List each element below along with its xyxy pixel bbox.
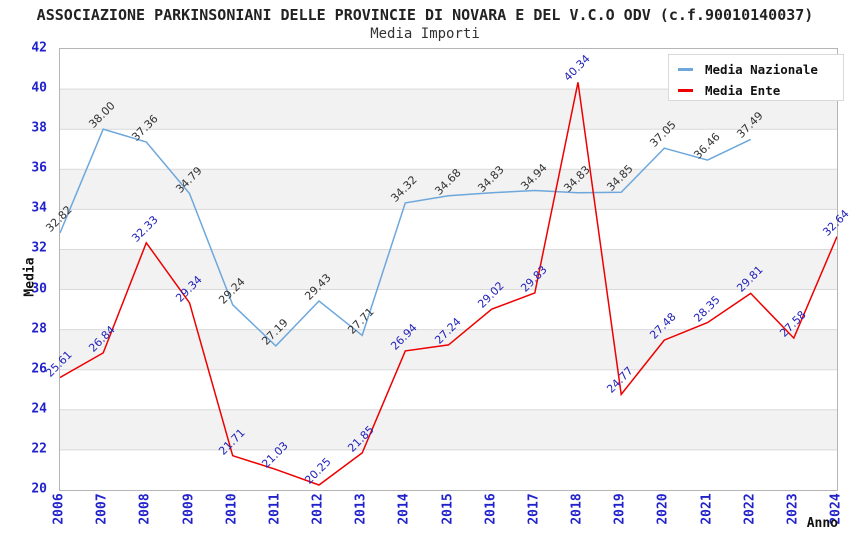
band — [60, 249, 837, 290]
x-tick-label: 2007 — [94, 493, 110, 525]
x-tick-label: 2017 — [526, 493, 542, 525]
x-tick-label: 2018 — [569, 493, 585, 525]
legend: Media Nazionale Media Ente — [668, 54, 844, 101]
y-tick-label: 38 — [31, 120, 47, 136]
x-tick-label: 2014 — [396, 493, 412, 525]
legend-swatch-media-nazionale-icon — [678, 67, 693, 71]
x-tick-label: 2012 — [310, 493, 326, 525]
x-tick-label: 2019 — [612, 493, 628, 525]
chart-title: ASSOCIAZIONE PARKINSONIANI DELLE PROVINC… — [36, 6, 814, 24]
x-tick-label: 2009 — [181, 493, 196, 525]
y-tick-label: 32 — [31, 240, 47, 256]
y-tick-label: 26 — [31, 361, 47, 377]
x-tick-label: 2016 — [483, 493, 499, 525]
plot-area — [59, 48, 838, 491]
x-tick-label: 2006 — [51, 493, 67, 525]
x-tick-label: 2020 — [655, 493, 671, 525]
series-line-1 — [60, 82, 837, 486]
legend-label: Media Nazionale — [705, 61, 818, 77]
y-tick-label: 40 — [31, 80, 47, 96]
x-tick-label: 2015 — [440, 493, 455, 525]
y-tick-label: 22 — [31, 441, 47, 457]
x-tick-label: 2022 — [742, 493, 758, 525]
y-tick-label: 34 — [31, 200, 47, 216]
chart-subtitle: Media Importi — [370, 26, 480, 42]
x-tick-label: 2010 — [224, 493, 240, 525]
x-axis-title: Anno — [806, 516, 838, 531]
y-tick-label: 20 — [31, 481, 47, 497]
y-tick-label: 30 — [31, 281, 47, 297]
x-tick-label: 2023 — [785, 493, 801, 525]
legend-label: Media Ente — [705, 82, 781, 98]
x-tick-label: 2008 — [137, 493, 153, 525]
band — [60, 169, 837, 210]
series-line-0 — [60, 128, 752, 347]
legend-item-media-ente: Media Ente — [678, 82, 843, 98]
y-axis-title: Media — [22, 257, 38, 297]
x-tick-label: 2013 — [353, 493, 369, 525]
y-tick-label: 28 — [31, 321, 47, 337]
legend-item-media-nazionale: Media Nazionale — [678, 61, 843, 77]
x-tick-label: 2021 — [699, 493, 714, 525]
y-tick-label: 42 — [31, 40, 47, 56]
x-tick-label: 2011 — [267, 493, 283, 525]
legend-swatch-media-ente-icon — [678, 88, 693, 92]
plot-canvas — [60, 82, 837, 486]
y-tick-label: 24 — [31, 401, 47, 417]
y-tick-label: 36 — [31, 160, 47, 176]
band — [60, 329, 837, 370]
band — [60, 409, 837, 450]
